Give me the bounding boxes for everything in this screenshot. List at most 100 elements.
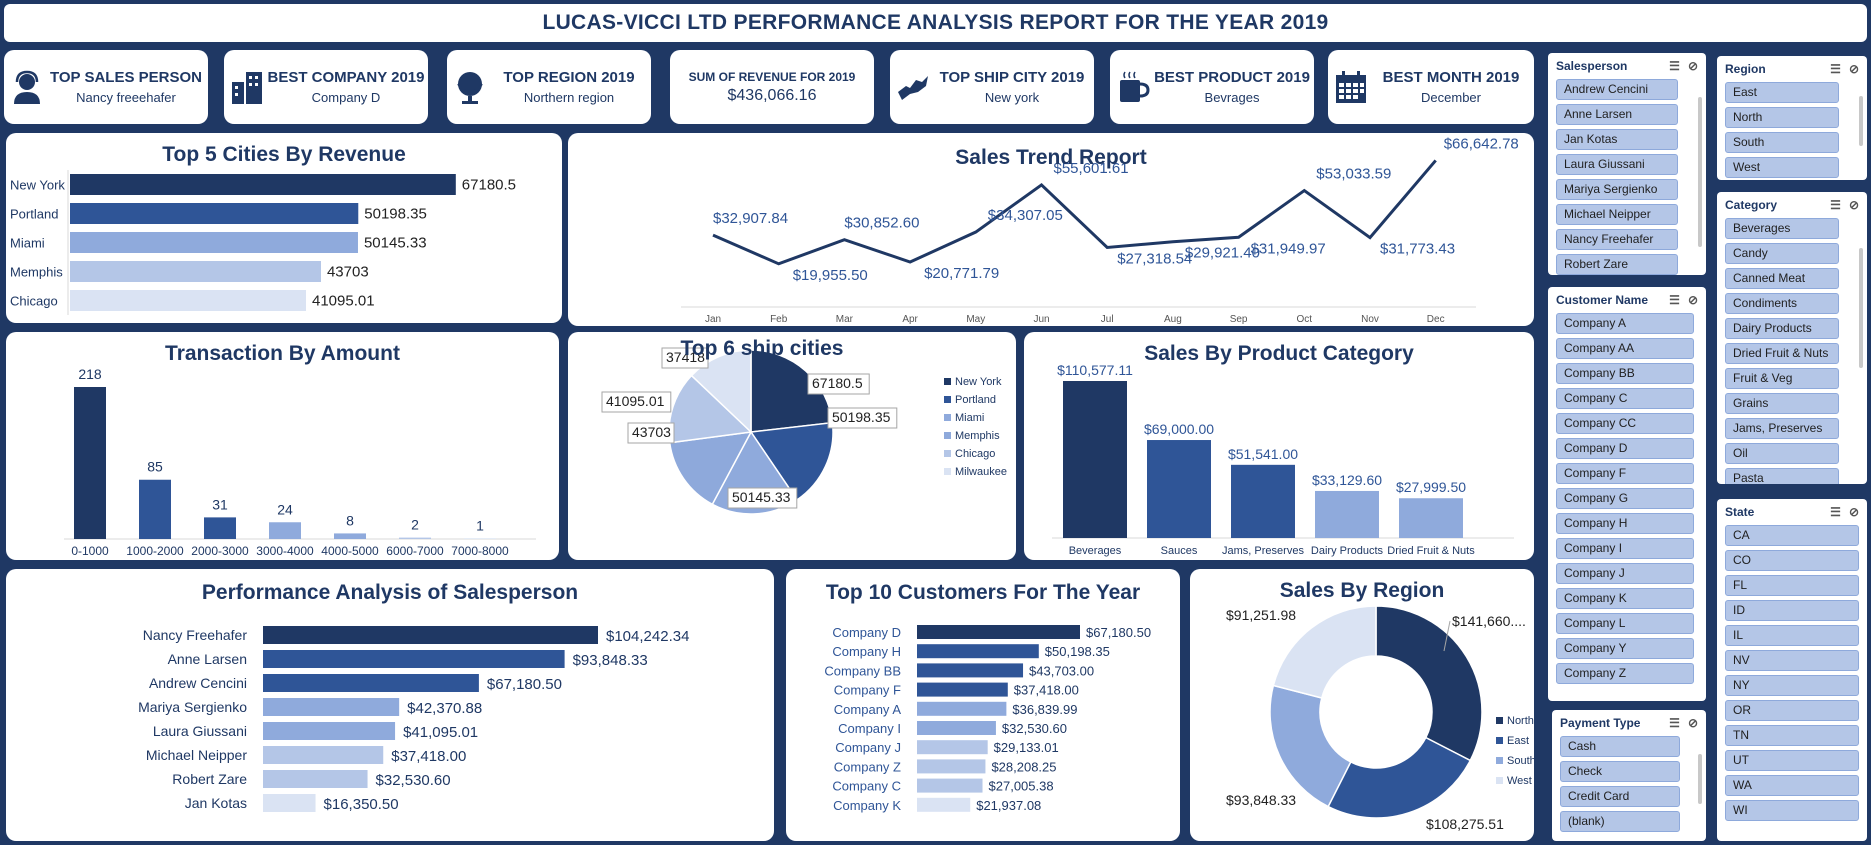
slicer-item[interactable]: Beverages xyxy=(1725,218,1839,239)
slicer-item[interactable]: Company Z xyxy=(1556,663,1694,684)
slicer-item[interactable]: Check xyxy=(1560,761,1680,782)
slicer-item[interactable]: Mariya Sergienko xyxy=(1556,179,1678,200)
slicer-item[interactable]: IL xyxy=(1725,625,1859,646)
clear-filter-icon[interactable]: ⊘ xyxy=(1848,198,1859,212)
slicer-item[interactable]: West xyxy=(1725,157,1839,178)
scrollbar[interactable] xyxy=(1859,96,1863,146)
slicer-item[interactable]: Company I xyxy=(1556,538,1694,559)
slicer-item[interactable]: FL xyxy=(1725,575,1859,596)
slicer-item[interactable]: Company C xyxy=(1556,388,1694,409)
category-label: New York xyxy=(10,178,65,193)
slicer-item[interactable]: Company H xyxy=(1556,513,1694,534)
slicer-item[interactable]: Nancy Freehafer xyxy=(1556,229,1678,250)
slicer-item[interactable]: Cash xyxy=(1560,736,1680,757)
slicer-item[interactable]: NY xyxy=(1725,675,1859,696)
multi-select-icon[interactable]: ☰ xyxy=(1669,716,1680,730)
data-label: $31,773.43 xyxy=(1380,241,1455,258)
slicer-item[interactable]: Canned Meat xyxy=(1725,268,1839,289)
multi-select-icon[interactable]: ☰ xyxy=(1830,505,1841,519)
slicer-item[interactable]: South xyxy=(1725,132,1839,153)
multi-select-icon[interactable]: ☰ xyxy=(1830,198,1841,212)
slicer-item[interactable]: Company G xyxy=(1556,488,1694,509)
slicer-item[interactable]: Fruit & Veg xyxy=(1725,368,1839,389)
multi-select-icon[interactable]: ☰ xyxy=(1830,62,1841,76)
kpi-value: Bevrages xyxy=(1204,90,1260,105)
slicer-item[interactable]: CO xyxy=(1725,550,1859,571)
slicer-item[interactable]: NV xyxy=(1725,650,1859,671)
slicer-state: State ☰ ⊘ CA CO FL ID IL NV NY OR TN UT WA WI xyxy=(1717,499,1867,841)
kpi-best-company: BEST COMPANY 2019 Company D xyxy=(224,50,428,124)
ship-cities-panel: Top 6 ship cities 67180.5 50198.35 50145.3… xyxy=(568,332,1016,560)
slicer-item[interactable]: Jan Kotas xyxy=(1556,129,1678,150)
clear-filter-icon[interactable]: ⊘ xyxy=(1687,59,1698,73)
slicer-item[interactable]: ID xyxy=(1725,600,1859,621)
slicer-item[interactable]: Jams, Preserves xyxy=(1725,418,1839,439)
slicer-item[interactable]: Laura Giussani xyxy=(1556,154,1678,175)
slicer-item[interactable]: Grains xyxy=(1725,393,1839,414)
slicer-item[interactable]: Pasta xyxy=(1725,468,1839,484)
slicer-item[interactable]: Company D xyxy=(1556,438,1694,459)
bar xyxy=(1231,464,1295,538)
slicer-item[interactable]: Condiments xyxy=(1725,293,1839,314)
slicer-item[interactable]: Robert Zare xyxy=(1556,254,1678,275)
bar xyxy=(70,232,358,253)
slicer-item[interactable]: Credit Card xyxy=(1560,786,1680,807)
slicer-item[interactable]: (blank) xyxy=(1560,811,1680,832)
x-tick-label: 2000-3000 xyxy=(191,544,249,558)
bar xyxy=(263,698,400,716)
slicer-item[interactable]: WI xyxy=(1725,800,1859,821)
slicer-item[interactable]: UT xyxy=(1725,750,1859,771)
slicer-item[interactable]: OR xyxy=(1725,700,1859,721)
data-label: $31,949.97 xyxy=(1251,240,1326,257)
scrollbar[interactable] xyxy=(1698,754,1702,804)
data-label: 85 xyxy=(147,459,163,475)
slicer-item[interactable]: East xyxy=(1725,82,1839,103)
x-tick-label: Sauces xyxy=(1161,545,1198,557)
multi-select-icon[interactable]: ☰ xyxy=(1669,59,1680,73)
data-label: $42,370.88 xyxy=(407,700,482,717)
slicer-item[interactable]: Oil xyxy=(1725,443,1839,464)
category-label: Jan Kotas xyxy=(185,795,247,811)
x-tick-label: 0-1000 xyxy=(71,544,109,558)
slicer-item[interactable]: Andrew Cencini xyxy=(1556,79,1678,100)
slicer-item[interactable]: CA xyxy=(1725,525,1859,546)
slicer-item[interactable]: WA xyxy=(1725,775,1859,796)
data-label-box xyxy=(827,407,898,429)
slicer-item[interactable]: Company Y xyxy=(1556,638,1694,659)
x-tick-label: Jan xyxy=(705,314,721,325)
clear-filter-icon[interactable]: ⊘ xyxy=(1687,716,1698,730)
slicer-item[interactable]: Company K xyxy=(1556,588,1694,609)
slicer-title: State xyxy=(1725,505,1755,519)
data-label: $67,180.50 xyxy=(487,676,562,693)
category-label: Memphis xyxy=(10,265,63,280)
slicer-item[interactable]: Company J xyxy=(1556,563,1694,584)
bar xyxy=(399,537,431,539)
slicer-item[interactable]: Candy xyxy=(1725,243,1839,264)
slicer-item[interactable]: Dried Fruit & Nuts xyxy=(1725,343,1839,364)
chart-title: Sales By Region xyxy=(1279,579,1445,602)
slicer-item[interactable]: Anne Larsen xyxy=(1556,104,1678,125)
slicer-item[interactable]: Company A xyxy=(1556,313,1694,334)
slicer-item[interactable]: Michael Neipper xyxy=(1556,204,1678,225)
slicer-item[interactable]: Company AA xyxy=(1556,338,1694,359)
slicer-item[interactable]: Company L xyxy=(1556,613,1694,634)
slicer-item[interactable]: Company F xyxy=(1556,463,1694,484)
multi-select-icon[interactable]: ☰ xyxy=(1669,293,1680,307)
clear-filter-icon[interactable]: ⊘ xyxy=(1848,62,1859,76)
slicer-item[interactable]: Company BB xyxy=(1556,363,1694,384)
slicer-item[interactable]: North xyxy=(1725,107,1839,128)
kpi-value: $436,066.16 xyxy=(727,86,817,104)
slicer-item[interactable]: TN xyxy=(1725,725,1859,746)
bar xyxy=(263,746,384,764)
slicer-item[interactable]: Dairy Products xyxy=(1725,318,1839,339)
scrollbar[interactable] xyxy=(1859,248,1863,368)
scrollbar[interactable] xyxy=(1698,97,1702,247)
clear-filter-icon[interactable]: ⊘ xyxy=(1687,293,1698,307)
slicer-item[interactable]: Company CC xyxy=(1556,413,1694,434)
legend-swatch xyxy=(944,378,951,385)
clear-filter-icon[interactable]: ⊘ xyxy=(1848,505,1859,519)
legend-label: East xyxy=(1507,735,1529,747)
data-label: $91,251.98 xyxy=(1226,607,1296,623)
x-tick-label: Nov xyxy=(1361,314,1379,325)
kpi-value: Northern region xyxy=(523,90,615,105)
